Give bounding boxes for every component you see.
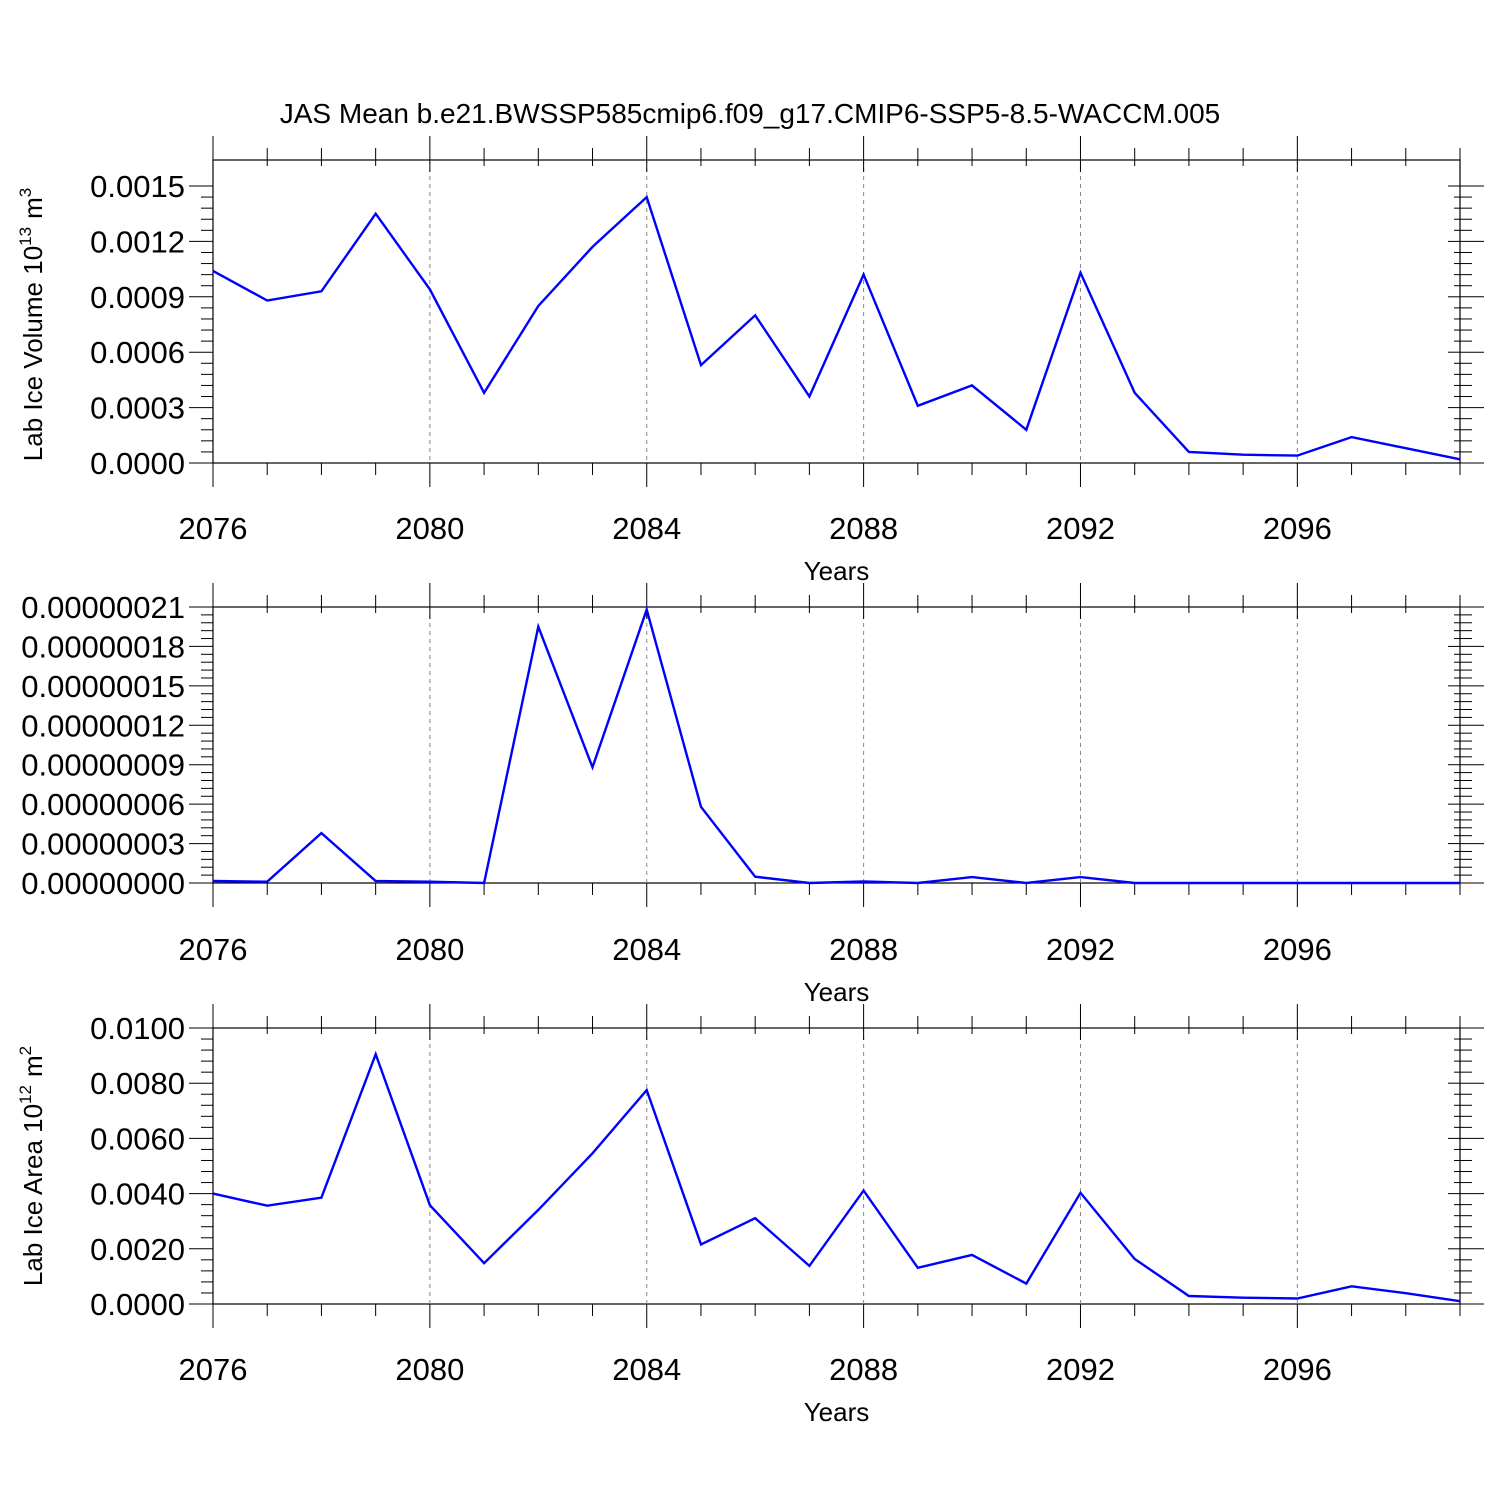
x-tick-label-volume-2096: 2096 (1263, 511, 1332, 546)
x-tick-label-area-2092: 2092 (1046, 1352, 1115, 1387)
y-axis-title-ylabel-unit-exp-area: 2 (16, 1046, 35, 1055)
y-tick-label-thickness-6: 0.00000018 (21, 629, 185, 664)
y-tick-label-thickness-2: 0.00000006 (21, 787, 185, 822)
series-line-volume (212, 194, 1461, 461)
y-axis-title-volume: Lab Ice Volume 1013 m3 (16, 188, 48, 461)
y-tick-label-area-4: 0.0080 (90, 1066, 185, 1101)
figure-title: JAS Mean b.e21.BWSSP585cmip6.f09_g17.CMI… (280, 98, 1221, 129)
x-tick-label-volume-2076: 2076 (179, 511, 248, 546)
x-axis-title-thickness: Years (804, 977, 870, 1007)
x-tick-label-volume-2084: 2084 (612, 511, 681, 546)
x-tick-label-thickness-2076: 2076 (179, 932, 248, 967)
y-tick-label-thickness-1: 0.00000003 (21, 827, 185, 862)
x-tick-label-volume-2088: 2088 (829, 511, 898, 546)
y-axis-title-ylabel-unit-exp-volume: 3 (16, 188, 35, 197)
y-tick-label-area-3: 0.0060 (90, 1121, 185, 1156)
y-axis-title-ylabel-unit-volume: m (18, 197, 48, 219)
x-tick-label-thickness-2088: 2088 (829, 932, 898, 967)
x-tick-label-volume-2080: 2080 (395, 511, 464, 546)
y-tick-label-thickness-5: 0.00000015 (21, 669, 185, 704)
x-axis-title-volume: Years (804, 556, 870, 586)
y-tick-label-area-2: 0.0040 (90, 1177, 185, 1212)
y-tick-label-thickness-0: 0.00000000 (21, 866, 185, 901)
y-axis-title-ylabel-volume: Lab Ice Volume 10 (18, 246, 48, 461)
y-tick-label-volume-1: 0.0003 (90, 391, 185, 426)
y-axis-title-ylabel-exp-volume: 13 (16, 227, 35, 246)
y-axis-title-ylabel-exp-area: 12 (16, 1085, 35, 1104)
plot-frame-thickness (212, 606, 1461, 884)
y-tick-label-thickness-4: 0.00000012 (21, 708, 185, 743)
plot-frame-area (212, 1027, 1461, 1305)
x-axis-title-area: Years (804, 1397, 870, 1427)
x-tick-label-thickness-2096: 2096 (1263, 932, 1332, 967)
x-tick-label-thickness-2080: 2080 (395, 932, 464, 967)
x-tick-label-area-2080: 2080 (395, 1352, 464, 1387)
y-axis-title-ylabel-unit-area: m (18, 1055, 48, 1077)
x-tick-label-area-2096: 2096 (1263, 1352, 1332, 1387)
y-tick-label-volume-3: 0.0009 (90, 280, 185, 315)
x-tick-label-area-2084: 2084 (612, 1352, 681, 1387)
y-tick-label-volume-4: 0.0012 (90, 224, 185, 259)
y-tick-label-area-5: 0.0100 (90, 1011, 185, 1046)
x-tick-label-volume-2092: 2092 (1046, 511, 1115, 546)
plot-frame-volume (212, 159, 1461, 464)
y-axis-title-area: Lab Ice Area 1012 m2 (16, 1046, 48, 1286)
x-tick-label-thickness-2084: 2084 (612, 932, 681, 967)
y-axis-title-ylabel-area: Lab Ice Area 10 (18, 1104, 48, 1286)
x-tick-label-area-2076: 2076 (179, 1352, 248, 1387)
y-tick-label-volume-0: 0.0000 (90, 446, 185, 481)
y-tick-label-thickness-3: 0.00000009 (21, 748, 185, 783)
y-tick-label-thickness-7: 0.00000021 (21, 590, 185, 625)
x-tick-label-area-2088: 2088 (829, 1352, 898, 1387)
y-tick-label-area-1: 0.0020 (90, 1232, 185, 1267)
y-tick-label-area-0: 0.0000 (90, 1287, 185, 1322)
y-tick-label-volume-5: 0.0015 (90, 169, 185, 204)
series-line-area (212, 1050, 1461, 1303)
x-tick-label-thickness-2092: 2092 (1046, 932, 1115, 967)
series-line-thickness (212, 605, 1460, 885)
y-tick-label-volume-2: 0.0006 (90, 335, 185, 370)
